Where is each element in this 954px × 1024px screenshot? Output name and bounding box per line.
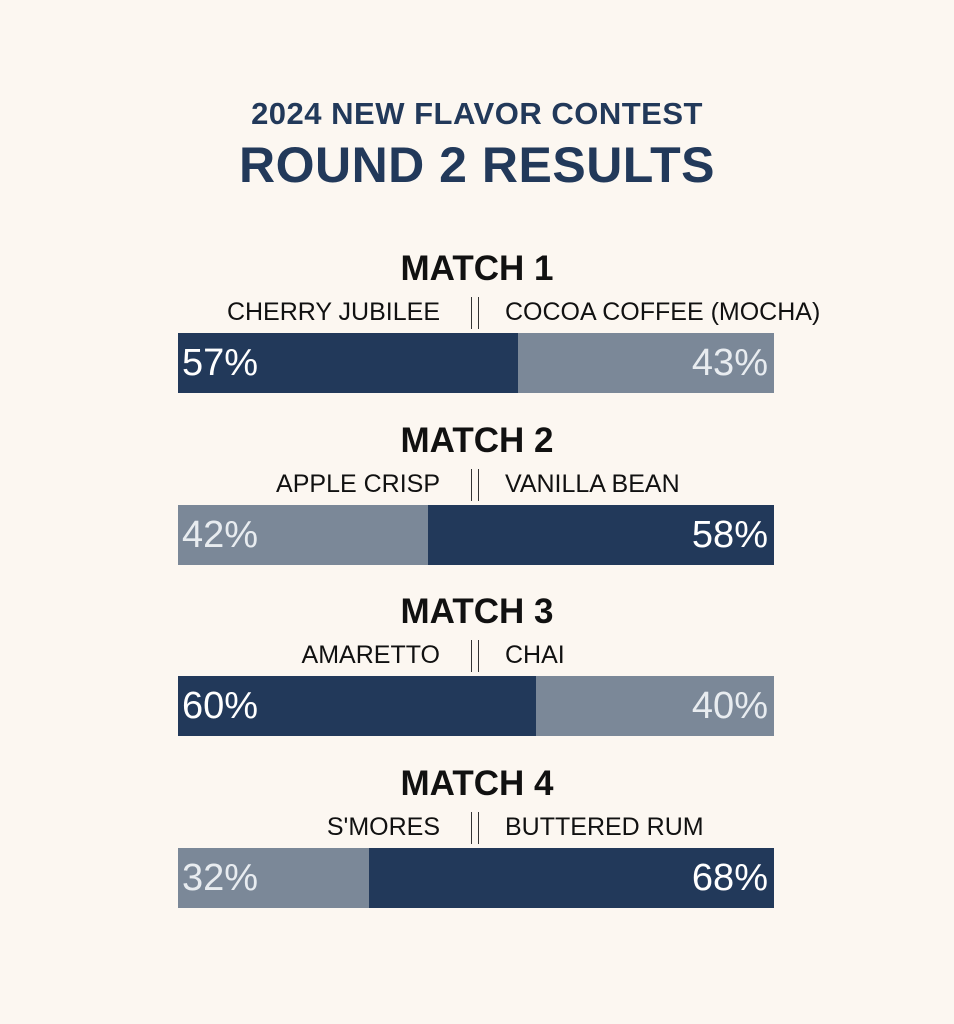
- left-percent-label: 32%: [182, 848, 258, 908]
- match-title: MATCH 3: [0, 592, 954, 632]
- match-1: MATCH 1 CHERRY JUBILEE COCOA COFFEE (MOC…: [0, 249, 954, 419]
- result-bar: 32% 68%: [178, 848, 774, 908]
- right-flavor-label: VANILLA BEAN: [505, 469, 680, 499]
- left-percent-label: 42%: [182, 505, 258, 565]
- right-bar-segment: 43%: [518, 333, 774, 393]
- page-title: ROUND 2 RESULTS: [0, 136, 954, 194]
- left-percent-label: 60%: [182, 676, 258, 736]
- right-percent-label: 58%: [692, 505, 768, 565]
- match-3: MATCH 3 AMARETTO CHAI 60% 40%: [0, 592, 954, 762]
- match-title: MATCH 2: [0, 421, 954, 461]
- versus-divider: [471, 297, 479, 329]
- result-bar: 42% 58%: [178, 505, 774, 565]
- left-flavor-label: CHERRY JUBILEE: [227, 297, 440, 327]
- right-bar-segment: 58%: [428, 505, 774, 565]
- right-flavor-label: BUTTERED RUM: [505, 812, 704, 842]
- contest-subtitle: 2024 NEW FLAVOR CONTEST: [0, 96, 954, 132]
- left-bar-segment: 42%: [178, 505, 428, 565]
- left-percent-label: 57%: [182, 333, 258, 393]
- match-2: MATCH 2 APPLE CRISP VANILLA BEAN 42% 58%: [0, 421, 954, 591]
- match-title: MATCH 4: [0, 764, 954, 804]
- versus-divider: [471, 812, 479, 844]
- versus-divider: [471, 469, 479, 501]
- right-flavor-label: COCOA COFFEE (MOCHA): [505, 297, 820, 327]
- right-percent-label: 43%: [692, 333, 768, 393]
- versus-divider: [471, 640, 479, 672]
- left-bar-segment: 60%: [178, 676, 536, 736]
- left-bar-segment: 57%: [178, 333, 518, 393]
- left-flavor-label: APPLE CRISP: [276, 469, 440, 499]
- right-flavor-label: CHAI: [505, 640, 565, 670]
- left-bar-segment: 32%: [178, 848, 369, 908]
- match-title: MATCH 1: [0, 249, 954, 289]
- match-4: MATCH 4 S'MORES BUTTERED RUM 32% 68%: [0, 764, 954, 934]
- right-percent-label: 68%: [692, 848, 768, 908]
- right-bar-segment: 68%: [369, 848, 774, 908]
- result-bar: 57% 43%: [178, 333, 774, 393]
- left-flavor-label: AMARETTO: [302, 640, 440, 670]
- right-percent-label: 40%: [692, 676, 768, 736]
- left-flavor-label: S'MORES: [327, 812, 440, 842]
- result-bar: 60% 40%: [178, 676, 774, 736]
- right-bar-segment: 40%: [536, 676, 774, 736]
